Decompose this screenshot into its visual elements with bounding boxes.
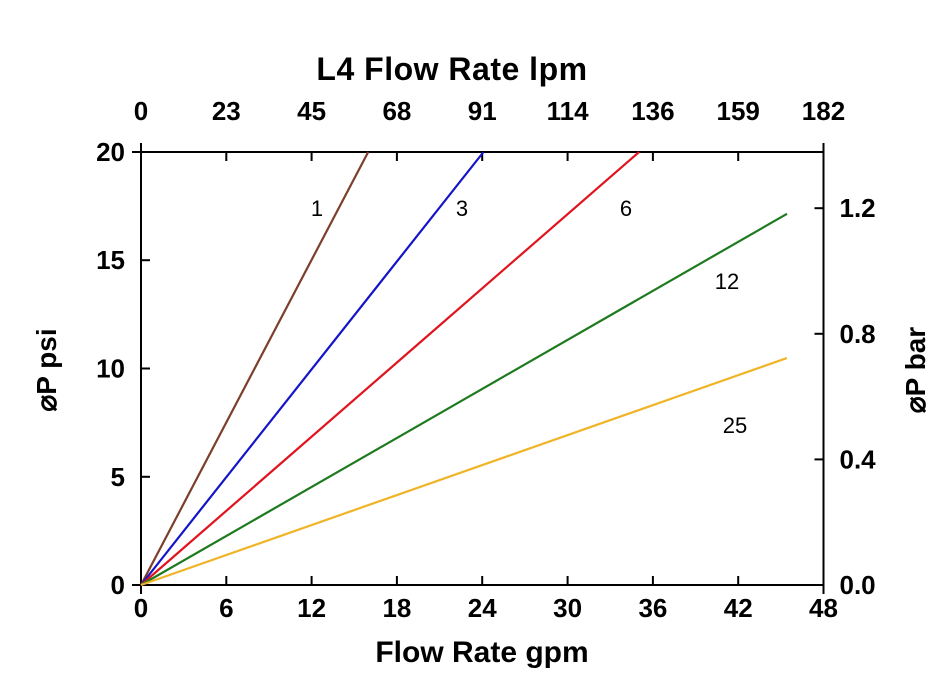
svg-text:23: 23: [212, 96, 241, 126]
svg-text:12: 12: [297, 593, 326, 623]
svg-text:0.0: 0.0: [840, 570, 876, 600]
svg-text:0.8: 0.8: [840, 319, 876, 349]
svg-text:⌀P psi: ⌀P psi: [31, 328, 62, 411]
svg-text:6: 6: [620, 196, 632, 221]
svg-text:45: 45: [297, 96, 326, 126]
svg-text:Flow Rate gpm: Flow Rate gpm: [375, 636, 588, 669]
svg-text:0.4: 0.4: [840, 444, 877, 474]
svg-text:24: 24: [468, 593, 497, 623]
svg-text:12: 12: [715, 269, 739, 294]
svg-text:10: 10: [96, 354, 125, 384]
svg-text:30: 30: [553, 593, 582, 623]
svg-text:20: 20: [96, 137, 125, 167]
svg-text:3: 3: [456, 196, 468, 221]
svg-text:36: 36: [638, 593, 667, 623]
svg-text:15: 15: [96, 245, 125, 275]
svg-text:114: 114: [547, 96, 589, 126]
svg-text:91: 91: [468, 96, 497, 126]
svg-text:68: 68: [382, 96, 411, 126]
svg-text:0: 0: [111, 570, 125, 600]
svg-text:0: 0: [134, 96, 148, 126]
svg-text:6: 6: [219, 593, 233, 623]
svg-text:1: 1: [311, 196, 323, 221]
svg-text:182: 182: [802, 96, 845, 126]
svg-text:5: 5: [111, 462, 125, 492]
svg-text:136: 136: [631, 96, 674, 126]
svg-text:48: 48: [809, 593, 838, 623]
svg-text:159: 159: [717, 96, 760, 126]
svg-text:0: 0: [134, 593, 148, 623]
svg-text:42: 42: [724, 593, 753, 623]
svg-text:⌀P bar: ⌀P bar: [900, 327, 931, 413]
svg-text:25: 25: [723, 413, 747, 438]
svg-text:1.2: 1.2: [840, 193, 876, 223]
svg-text:L4 Flow Rate lpm: L4 Flow Rate lpm: [316, 51, 587, 87]
svg-text:18: 18: [382, 593, 411, 623]
